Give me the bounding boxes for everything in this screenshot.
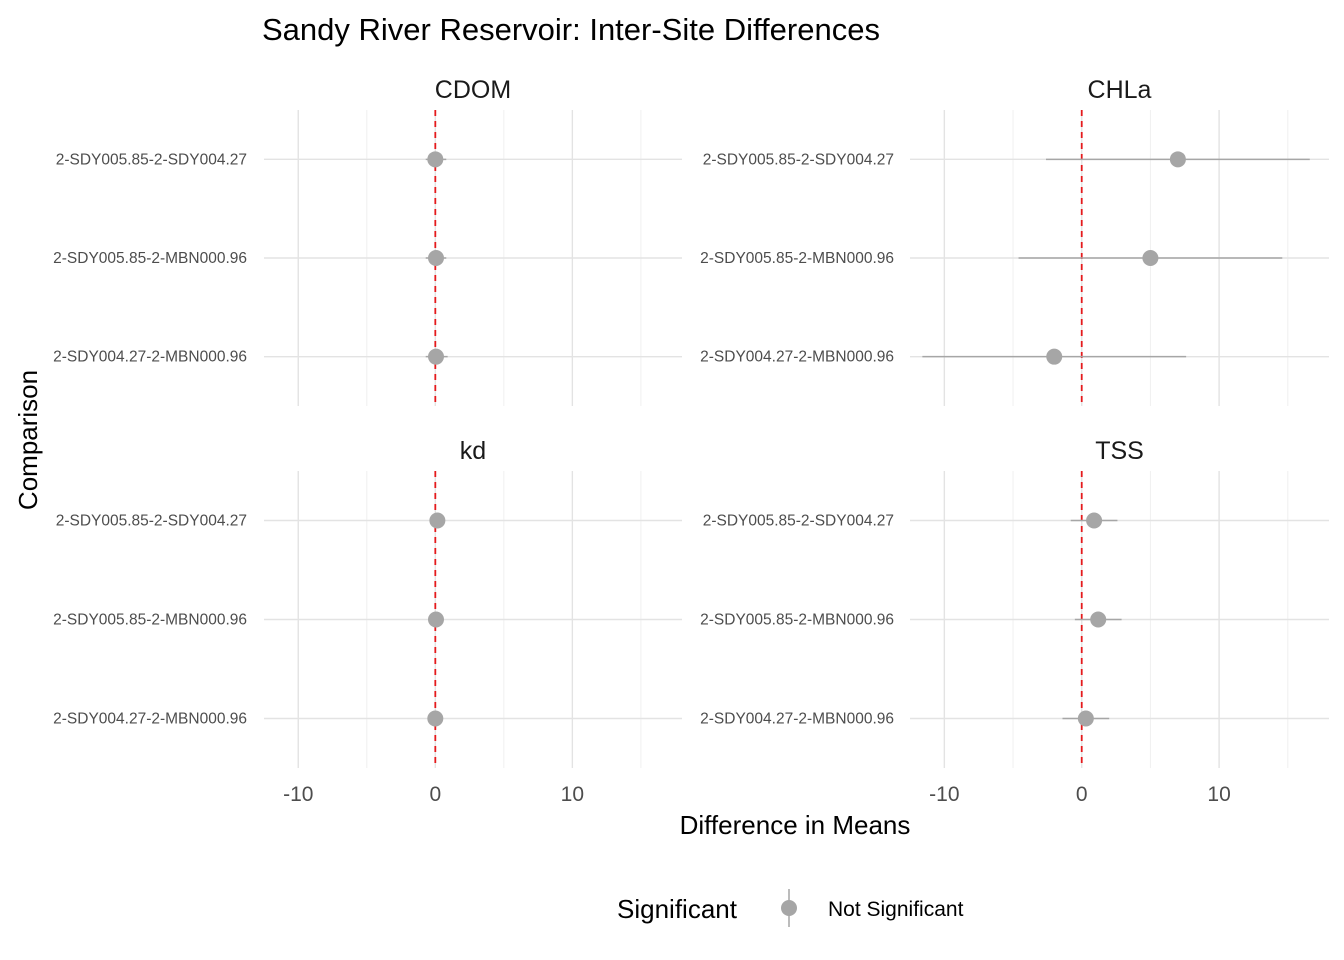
data-point <box>1046 348 1063 365</box>
y-tick-label: 2-SDY004.27-2-MBN000.96 <box>700 349 894 366</box>
y-tick-label: 2-SDY004.27-2-MBN000.96 <box>53 711 247 728</box>
x-tick-label: 0 <box>1076 783 1088 806</box>
data-point <box>1090 611 1107 628</box>
y-tick-label: 2-SDY005.85-2-MBN000.96 <box>700 250 894 267</box>
panel-cdom: CDOM 2-SDY005.85-2-SDY004.27 2-SDY005.85-2… <box>53 76 682 406</box>
data-point <box>427 611 444 628</box>
y-axis-title: Comparison <box>13 370 43 510</box>
data-point <box>1086 512 1103 529</box>
legend-title: Significant <box>617 894 738 924</box>
data-point <box>1169 151 1186 168</box>
legend: Significant Not Significant <box>617 889 964 927</box>
panel-chla: CHLa 2-SDY005.85-2-SDY004.27 2-SDY005.85-2… <box>700 76 1329 406</box>
y-tick-label: 2-SDY005.85-2-SDY004.27 <box>56 151 247 168</box>
x-tick-label: -10 <box>283 783 313 806</box>
data-point <box>429 512 446 529</box>
y-tick-label: 2-SDY005.85-2-SDY004.27 <box>56 513 247 530</box>
x-axis-title: Difference in Means <box>680 810 911 840</box>
y-tick-label: 2-SDY005.85-2-MBN000.96 <box>53 612 247 629</box>
panel-title: TSS <box>1095 437 1144 465</box>
data-point <box>427 250 444 266</box>
data-point <box>427 710 444 727</box>
data-point <box>1077 710 1094 727</box>
legend-label: Not Significant <box>828 898 964 921</box>
legend-key-point <box>781 900 797 916</box>
data-point <box>427 348 444 365</box>
y-tick-label: 2-SDY005.85-2-MBN000.96 <box>53 250 247 267</box>
panel-title: kd <box>460 437 486 465</box>
y-tick-label: 2-SDY005.85-2-SDY004.27 <box>703 151 894 168</box>
data-point <box>1142 250 1159 266</box>
x-tick-label: -10 <box>929 783 959 806</box>
y-tick-label: 2-SDY004.27-2-MBN000.96 <box>53 349 247 366</box>
panel-tss: TSS 2-SDY005.85-2-SDY004.27 2-SDY005.85-2-… <box>700 437 1329 806</box>
panel-kd: kd 2-SDY005.85-2-SDY004.27 2-SDY005.85-2-M… <box>53 437 682 806</box>
x-tick-label: 10 <box>1207 783 1230 806</box>
panel-title: CDOM <box>435 76 511 104</box>
data-point <box>427 151 444 168</box>
y-tick-label: 2-SDY004.27-2-MBN000.96 <box>700 711 894 728</box>
y-tick-label: 2-SDY005.85-2-SDY004.27 <box>703 513 894 530</box>
x-tick-label: 0 <box>429 783 441 806</box>
y-tick-label: 2-SDY005.85-2-MBN000.96 <box>700 612 894 629</box>
chart-title: Sandy River Reservoir: Inter-Site Differ… <box>262 12 880 47</box>
x-tick-label: 10 <box>561 783 584 806</box>
panel-title: CHLa <box>1088 76 1152 104</box>
facet-panels: CDOM 2-SDY005.85-2-SDY004.27 2-SDY005.85-2… <box>53 76 1329 806</box>
